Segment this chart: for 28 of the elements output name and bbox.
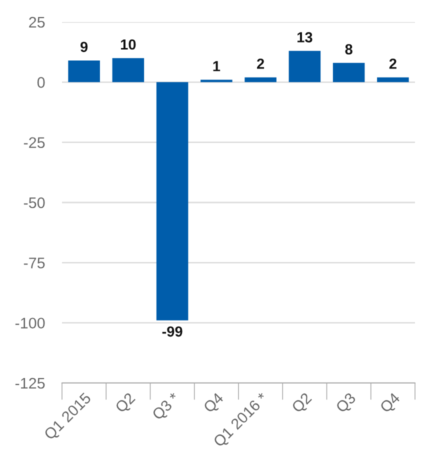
data-label: 8 — [345, 44, 352, 54]
data-label: 9 — [80, 42, 88, 52]
x-tick-label: Q3 * — [151, 392, 182, 422]
data-label: 2 — [257, 58, 264, 69]
data-label: 1 — [213, 61, 220, 72]
x-tick-label: Q2 — [291, 392, 314, 416]
bar — [68, 60, 100, 82]
x-tick-label: Q2 — [114, 392, 138, 416]
bar — [156, 82, 188, 320]
y-tick-label: -125 — [15, 378, 45, 389]
data-label: 2 — [389, 58, 396, 69]
data-label: -99 — [162, 326, 182, 337]
y-tick-label: -25 — [24, 137, 45, 148]
bar — [377, 77, 409, 82]
bar — [112, 58, 144, 82]
y-tick-label: 25 — [29, 16, 45, 28]
x-tick-label: Q3 — [335, 392, 358, 416]
y-tick-label: -100 — [15, 318, 45, 329]
bar — [332, 62, 365, 82]
data-label: 10 — [120, 39, 136, 50]
y-tick-label: -50 — [24, 197, 45, 208]
x-tick-label: Q4 — [379, 392, 402, 416]
x-tick-label: Q4 — [202, 392, 226, 416]
y-tick-label: 0 — [37, 77, 45, 88]
y-tick-label: -75 — [24, 258, 45, 268]
bar — [244, 77, 276, 82]
data-label: 13 — [297, 32, 312, 42]
bar — [288, 50, 321, 82]
